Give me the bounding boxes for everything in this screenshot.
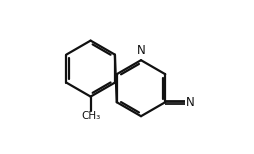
Text: CH₃: CH₃: [81, 111, 100, 121]
Text: N: N: [186, 96, 195, 109]
Text: N: N: [137, 44, 145, 57]
